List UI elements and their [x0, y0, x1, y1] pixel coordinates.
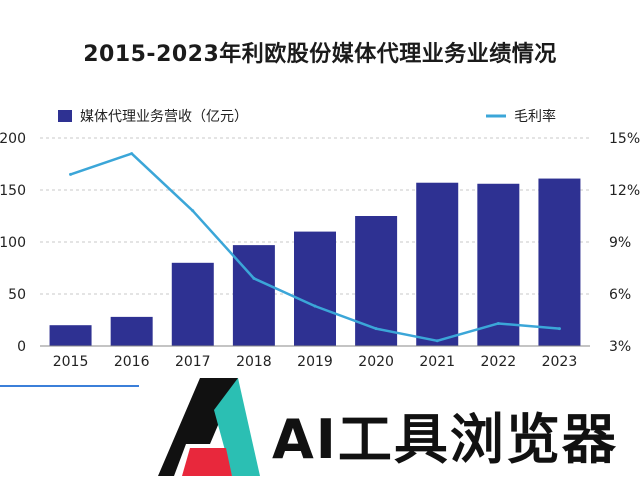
margin-point [374, 327, 378, 331]
chart-title: 2015-2023年利欧股份媒体代理业务业绩情况 [83, 42, 557, 67]
bar [416, 182, 459, 346]
bar [538, 178, 581, 346]
y-left-tick-label: 100 [0, 235, 26, 251]
bar [294, 231, 336, 346]
y-right-tick-label: 3% [609, 339, 631, 355]
margin-point [496, 321, 500, 325]
watermark-text: AI工具浏览器 [272, 408, 618, 471]
y-right-tick-label: 6% [609, 287, 631, 303]
margin-point [130, 152, 134, 156]
y-right-tick-label: 9% [609, 235, 631, 251]
x-tick-label: 2015 [53, 354, 89, 370]
x-tick-label: 2019 [297, 354, 333, 370]
margin-point [435, 339, 439, 343]
x-tick-label: 2020 [358, 354, 394, 370]
bar [110, 316, 153, 346]
margin-point [69, 172, 73, 176]
legend-label-line: 毛利率 [514, 108, 556, 125]
x-tick-label: 2023 [542, 354, 578, 370]
y-right-tick-label: 12% [609, 183, 640, 199]
logo-mark-base [182, 448, 232, 476]
bar [232, 245, 275, 346]
x-tick-label: 2017 [175, 354, 211, 370]
y-left-tick-label: 150 [0, 183, 26, 199]
margin-point [313, 304, 317, 308]
margin-point [252, 276, 256, 280]
y-left-tick-label: 200 [0, 131, 26, 147]
x-tick-label: 2016 [114, 354, 150, 370]
y-right-tick-label: 15% [609, 131, 640, 147]
logo-mark-left [158, 378, 238, 476]
x-tick-label: 2022 [481, 354, 517, 370]
margin-point [557, 327, 561, 331]
margin-point [191, 209, 195, 213]
x-tick-label: 2021 [419, 354, 455, 370]
bar [49, 325, 92, 346]
bar [477, 183, 520, 346]
bar [355, 216, 398, 346]
y-left-tick-label: 0 [17, 339, 26, 355]
y-left-tick-label: 50 [8, 287, 26, 303]
legend-swatch-bar [58, 110, 72, 122]
divider-line [0, 385, 139, 387]
legend-label-bar: 媒体代理业务营收（亿元） [80, 109, 248, 125]
x-tick-label: 2018 [236, 354, 272, 370]
bar [171, 262, 214, 346]
